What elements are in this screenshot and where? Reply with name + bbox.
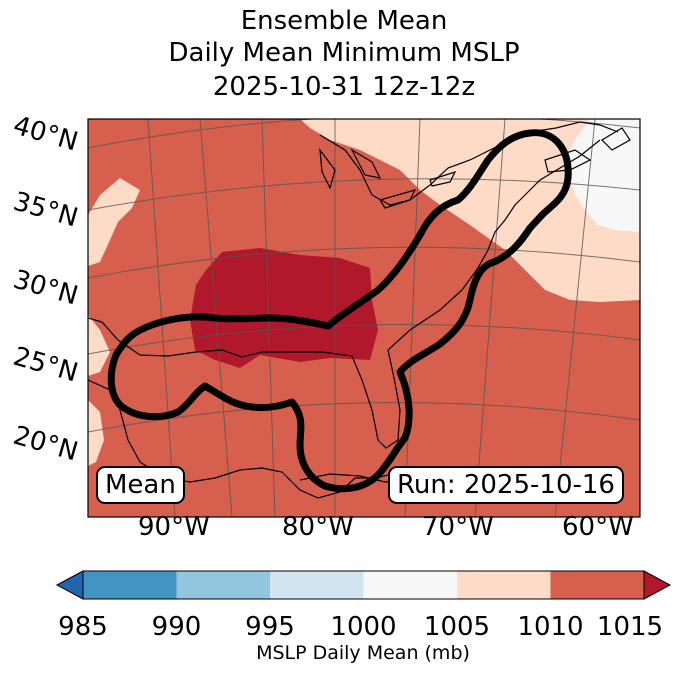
colorbar (55, 570, 672, 600)
run-annotation: Run: 2025-10-16 (388, 466, 624, 504)
colorbar-bin-1005-1010 (457, 571, 551, 599)
newfoundland (601, 127, 631, 151)
colorbar-under-arrow (55, 570, 84, 600)
us-coastline (88, 139, 601, 449)
parallel-35n (88, 178, 640, 211)
parallel-30n (88, 246, 640, 279)
colorbar-tick-1005: 1005 (423, 612, 491, 642)
colorbar-tick-1010: 1010 (517, 612, 584, 642)
colorbar-bin-990-995 (176, 571, 270, 599)
map-title-line3: 2025-10-31 12z-12z (212, 72, 476, 102)
colorbar-bin-995-1000 (270, 571, 364, 599)
colorbar-tick-985: 985 (58, 612, 108, 642)
mslp-field-1005-1010-west (88, 178, 140, 266)
lon-label-80w: 80°W (282, 512, 354, 542)
colorbar-over-arrow (643, 570, 672, 600)
map-title-line2: Daily Mean Minimum MSLP (168, 38, 520, 68)
colorbar-bin-985-990 (83, 571, 177, 599)
colorbar-tick-1015: 1015 (596, 612, 664, 642)
colorbar-label: MSLP Daily Mean (mb) (256, 642, 470, 664)
coastlines (88, 121, 631, 499)
lake-erie (379, 189, 417, 209)
mslp-field-1005-1010-gulfcoast (88, 315, 110, 376)
lon-label-90w: 90°W (138, 512, 210, 542)
mslp-field-1000-1005 (565, 119, 640, 232)
meridian-60w (554, 119, 596, 517)
meridian-65w (474, 119, 506, 517)
colorbar-bin-1000-1005 (363, 571, 457, 599)
colorbar-tick-995: 995 (245, 612, 295, 642)
parallel-40n (88, 119, 640, 149)
lake-michigan (319, 147, 336, 190)
meridian-70w (404, 119, 421, 517)
map-frame (87, 118, 641, 518)
nova-scotia (544, 149, 592, 173)
lon-label-60w: 60°W (562, 512, 634, 542)
lake-ontario (429, 170, 457, 187)
map-title-line1: Ensemble Mean (240, 6, 448, 36)
colorbar-tick-1000: 1000 (330, 612, 397, 642)
lon-label-70w: 70°W (422, 512, 494, 542)
probability-contour (107, 129, 572, 493)
mean-annotation: Mean (96, 466, 185, 504)
mslp-field-1005-1010-mexico (88, 400, 104, 466)
great-lakes-coast (319, 121, 619, 206)
colorbar-bin-1010-1015 (550, 571, 644, 599)
map-panel (88, 119, 640, 517)
meridian-90w (147, 119, 176, 517)
mslp-field-above-1015 (190, 248, 378, 368)
lake-huron (350, 148, 382, 179)
colorbar-outline (82, 570, 645, 600)
parallel-25n (88, 323, 640, 355)
mslp-field-1005-1010-northeast (300, 119, 640, 302)
colorbar-tick-990: 990 (151, 612, 202, 642)
